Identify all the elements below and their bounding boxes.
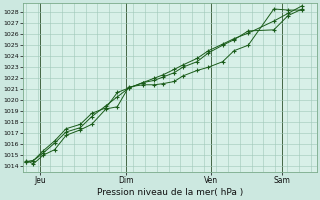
X-axis label: Pression niveau de la mer( hPa ): Pression niveau de la mer( hPa ): [97, 188, 243, 197]
